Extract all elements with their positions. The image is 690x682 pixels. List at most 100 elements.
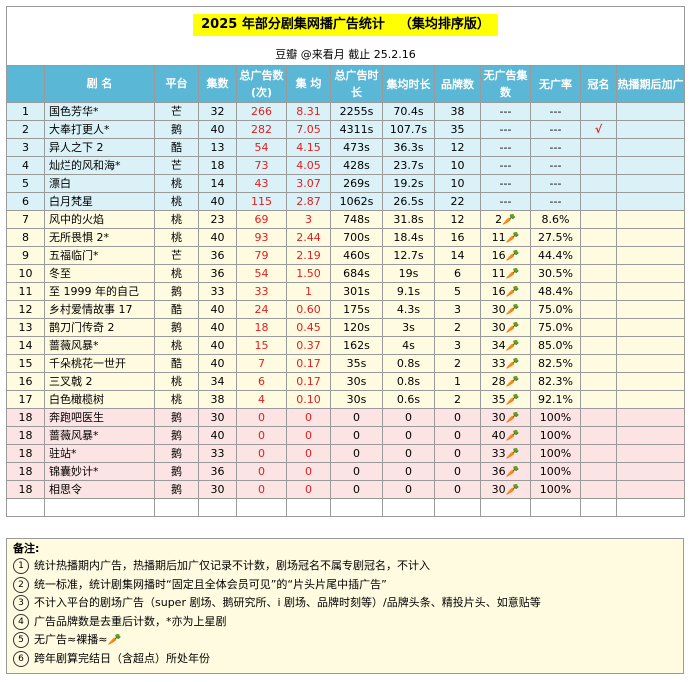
note-text: 无广告≈裸播≈ [34,633,108,646]
cell-platform-text: 桃 [171,195,182,208]
cell-platform: 桃 [154,390,199,409]
cell-total: 79 [236,246,287,265]
cell-brands-text: 14 [450,249,465,262]
cell-eps: 40 [198,120,237,139]
cell-rate: --- [530,138,581,157]
carrot-icon: 🥕 [505,303,520,316]
cell-extra [615,228,686,247]
cell-rank: 18 [6,480,45,499]
cell-crown [580,282,617,301]
carrot-icon: 🥕 [505,411,520,424]
cell-platform: 桃 [154,372,199,391]
cell-noad: 30🥕 [480,408,531,427]
carrot-icon: 🥕 [505,321,520,334]
cell-rank-text: 9 [22,249,29,262]
cell-noad-text: --- [499,159,512,172]
cell-platform-text: 桃 [171,375,182,388]
header-brand-count: 品牌数 [434,65,481,103]
cell-rank-text: 18 [18,465,33,478]
cell-rate-text: 100% [539,483,572,496]
cell-avg-text: 0.60 [296,303,321,316]
carrot-icon: 🥕 [505,339,520,352]
cell-noad: 36🥕 [480,462,531,481]
cell-total: 33 [236,282,287,301]
cell-platform-text: 桃 [171,339,182,352]
cell-rate: 44.4% [530,246,581,265]
cell-brands-text: 0 [454,447,461,460]
cell-dur-text: 0 [353,411,360,424]
cell-rate-text: 30.5% [538,267,573,280]
cell-rate-text: --- [549,159,562,172]
cell-eps-text: 33 [210,447,225,460]
cell-noad: 33🥕 [480,354,531,373]
cell-dur: 684s [330,264,383,283]
header-avg-duration: 集均时长 [382,65,435,103]
cell-noad: 30🥕 [480,318,531,337]
cell-brands: 10 [434,174,481,193]
cell-avg-text: 3.07 [296,177,321,190]
cell-name: 灿烂的风和海* [44,156,155,175]
cell-brands-text: 22 [450,195,465,208]
page-title: 2025 年部分剧集网播广告统计 （集均排序版） [193,14,498,36]
cell-avg-text: 1.50 [296,267,321,280]
cell-brands: 0 [434,480,481,499]
cell-rank-text: 1 [22,105,29,118]
note-item: 3 不计入平台的剧场广告（super 剧场、鹅研究所、i 剧场、品牌时刻等）/品牌… [13,594,677,613]
cell-rank: 18 [6,444,45,463]
cell-extra [615,426,686,445]
cell-avg-text: 0.37 [296,339,321,352]
cell-rate: --- [530,120,581,139]
cell-noad-text: 11 [491,231,506,244]
cell-platform: 鹅 [154,426,199,445]
cell-rate: --- [530,102,581,121]
cell-extra [615,354,686,373]
table-row: 18 锦囊妙计* 鹅 36 0 0 0 0 0 36🥕 100% [6,462,686,481]
cell-name-text: 千朵桃花一世开 [49,357,126,370]
carrot-icon: 🥕 [505,285,520,298]
cell-brands: 35 [434,120,481,139]
cell-noad-text: 16 [491,249,506,262]
cell-rank-text: 4 [22,159,29,172]
circled-number-icon: 6 [13,650,29,667]
cell-brands-text: 2 [454,357,461,370]
cell-eps: 34 [198,372,237,391]
cell-avgdur: 70.4s [382,102,435,121]
table-row: 15 千朵桃花一世开 酷 40 7 0.17 35s 0.8s 2 33🥕 82.5% [6,354,686,373]
note-text: 统计热播期内广告，热播期后加广仅记录不计数，剧场冠名不属专剧冠名，不计入 [34,559,430,572]
header-rank [6,65,45,103]
cell-rate-text: 100% [539,429,572,442]
cell-brands: 1 [434,372,481,391]
cell-rate-text: 8.6% [541,213,570,226]
cell-platform-text: 鹅 [171,465,182,478]
cell-dur: 269s [330,174,383,193]
cell-brands-text: 6 [454,267,461,280]
cell-noad-text: 36 [491,465,506,478]
cell-total: 266 [236,102,287,121]
carrot-icon: 🥕 [505,267,520,280]
cell-rank: 3 [6,138,45,157]
title-row: 2025 年部分剧集网播广告统计 （集均排序版） [5,6,686,43]
cell-dur-text: 175s [343,303,370,316]
cell-name-text: 国色芳华* [49,105,99,118]
note-item: 2 统一标准，统计剧集网播时“固定且全体会员可见”的“片头片尾中插广告” [13,576,677,595]
cell-rank: 17 [6,390,45,409]
cell-avgdur-text: 3s [402,321,415,334]
cell-avgdur: 23.7s [382,156,435,175]
cell-name: 驻站* [44,444,155,463]
cell-dur: 0 [330,408,383,427]
cell-brands: 5 [434,282,481,301]
cell-extra [615,174,686,193]
header-avg-ads: 集 均 [286,65,331,103]
cell-avg-text: 0 [305,465,312,478]
table-row: 2 大奉打更人* 鹅 40 282 7.05 4311s 107.7s 35 --- --- √ [6,120,686,139]
cell-crown [580,210,617,229]
cell-avg: 3.07 [286,174,331,193]
cell-crown [580,318,617,337]
cell-total-text: 18 [254,321,269,334]
cell-total-text: 0 [258,465,265,478]
cell-avgdur: 19.2s [382,174,435,193]
cell-rate: 92.1% [530,390,581,409]
carrot-icon: 🥕 [502,213,516,226]
cell-noad-text: 33 [491,447,506,460]
cell-avgdur: 0.8s [382,354,435,373]
